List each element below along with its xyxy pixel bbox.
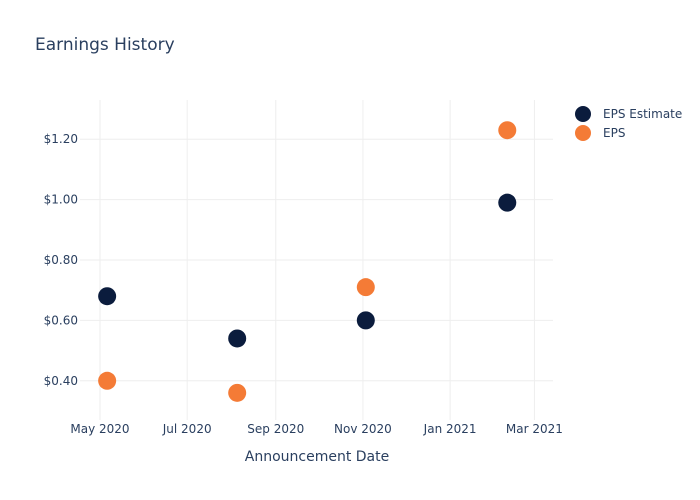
point-eps-estimate[interactable]: [228, 329, 247, 348]
grid-lines: [80, 100, 553, 420]
point-eps[interactable]: [228, 383, 247, 402]
x-tick-label: Sep 2020: [247, 422, 304, 436]
y-tick-label: $0.60: [44, 313, 78, 327]
point-eps[interactable]: [498, 121, 517, 140]
point-eps-estimate[interactable]: [498, 193, 517, 212]
x-tick-label: May 2020: [70, 422, 129, 436]
y-tick-label: $0.40: [44, 374, 78, 388]
legend-item-eps[interactable]: EPS: [575, 125, 625, 141]
chart-title: Earnings History: [35, 35, 175, 55]
point-eps[interactable]: [98, 371, 117, 390]
y-tick-label: $1.20: [44, 132, 78, 146]
y-tick-label: $1.00: [44, 193, 78, 207]
point-eps-estimate[interactable]: [356, 311, 375, 330]
legend-label: EPS Estimate: [603, 107, 682, 121]
y-tick-label: $0.80: [44, 253, 78, 267]
legend-marker: [575, 125, 591, 141]
x-tick-label: Nov 2020: [334, 422, 392, 436]
x-tick-label: Mar 2021: [506, 422, 563, 436]
x-tick-label: Jan 2021: [423, 422, 477, 436]
x-axis-title: Announcement Date: [245, 449, 389, 465]
point-eps-estimate[interactable]: [98, 287, 117, 306]
legend-label: EPS: [603, 126, 625, 140]
legend[interactable]: EPS Estimate EPS: [575, 106, 682, 141]
point-eps[interactable]: [356, 278, 375, 297]
data-points: [98, 121, 517, 402]
legend-item-eps-estimate[interactable]: EPS Estimate: [575, 106, 682, 122]
axes: May 2020 Jul 2020 Sep 2020 Nov 2020 Jan 2021…: [44, 132, 563, 436]
legend-marker: [575, 106, 591, 122]
x-tick-label: Jul 2020: [162, 422, 212, 436]
